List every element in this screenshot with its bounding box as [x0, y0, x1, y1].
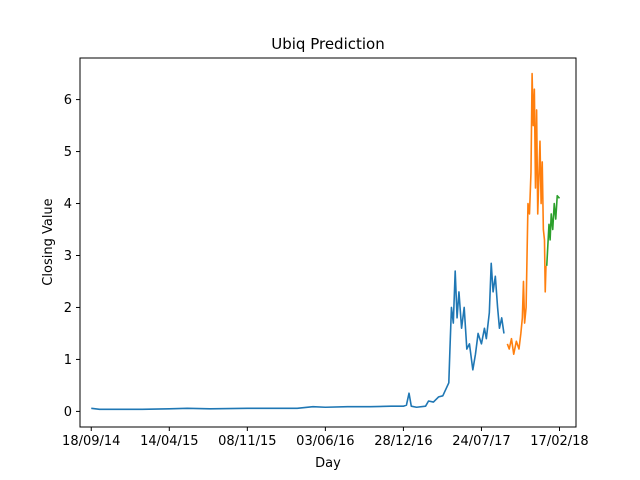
series-line-2: [506, 72, 547, 356]
y-tick-label: 5: [64, 145, 72, 160]
y-tick-label: 0: [64, 405, 72, 420]
x-axis-ticks: 18/09/14 14/04/15 08/11/15 03/06/16 28/12/16…: [62, 427, 589, 449]
x-tick-label: 28/12/16: [374, 434, 432, 449]
y-tick-label: 2: [64, 301, 72, 316]
x-tick-label: 18/09/14: [62, 434, 120, 449]
plot-frame: [79, 57, 577, 428]
x-tick-label: 14/04/15: [140, 434, 198, 449]
y-axis-label: Closing Value: [41, 198, 56, 285]
chart-title: Ubiq Prediction: [271, 35, 384, 53]
x-tick-label: 03/06/16: [296, 434, 354, 449]
series-line-3: [545, 194, 561, 266]
x-tick-label: 08/11/15: [218, 434, 276, 449]
series-line-1: [91, 262, 505, 411]
x-tick-label: 24/07/17: [452, 434, 510, 449]
x-axis-label: Day: [315, 456, 341, 471]
y-tick-label: 3: [64, 249, 72, 264]
y-axis-ticks: 0 1 2 3 4 5 6: [64, 93, 80, 420]
y-tick-label: 1: [64, 353, 72, 368]
series-layer: [91, 72, 561, 411]
plot-background: [80, 58, 576, 427]
x-tick-label: 17/02/18: [530, 434, 588, 449]
y-tick-label: 6: [64, 93, 72, 108]
y-tick-label: 4: [64, 197, 72, 212]
